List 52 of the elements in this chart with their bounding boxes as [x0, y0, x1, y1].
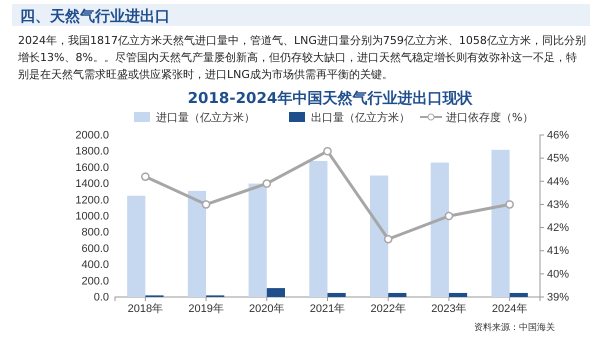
legend-label: 进口量（亿立方米）	[156, 111, 255, 124]
legend-label: 出口量（亿立方米）	[311, 111, 410, 124]
point	[202, 200, 210, 209]
bar	[370, 176, 388, 297]
bar	[266, 288, 285, 297]
y2-tick-label: 43%	[547, 198, 570, 211]
y2-tick-label: 46%	[547, 130, 570, 142]
y-tick-label: 600.0	[81, 242, 109, 255]
x-tick-label: 2023年	[431, 302, 467, 315]
point	[384, 234, 393, 244]
bar	[309, 160, 328, 297]
x-tick-label: 2022年	[370, 302, 406, 315]
text: 四、天然气行业进出口	[20, 7, 170, 25]
bar	[430, 162, 449, 297]
bar	[491, 150, 510, 297]
bar	[388, 292, 406, 297]
y-tick-label: 1800.0	[75, 146, 109, 158]
y-tick-label: 1200.0	[75, 194, 109, 206]
bar	[510, 292, 528, 297]
legend-label: 进口依存度（%）	[446, 111, 534, 124]
bar	[127, 196, 146, 297]
point	[444, 212, 454, 220]
y2-tick-label: 45%	[547, 152, 570, 165]
y2-tick-label: 44%	[547, 176, 570, 188]
bar	[448, 292, 468, 297]
y2-tick-label: 41%	[547, 245, 570, 258]
text: 资料来源：中国海关	[474, 322, 555, 333]
bar	[248, 184, 267, 297]
y-tick-label: 400.0	[81, 259, 109, 272]
y-tick-label: 1000.0	[75, 210, 109, 223]
point	[262, 179, 272, 188]
x-tick-label: 2021年	[310, 302, 346, 315]
text: 2024年，我国1817亿立方米天然气进口量中，管道气、LNG进口量分别为759亿立方米、1058亿立方米，同比分别增长13%、8%。。尽管国内天然气产量屡创新高，但仍存较大缺口，进口天然气稳定增长则有效弥补这一不足，特别是在天然气需求旺盛或供应紧张时，进口LNG成为市场供需再平衡的关键。	[17, 34, 586, 81]
y2-tick-label: 39%	[547, 292, 570, 304]
point	[323, 146, 332, 156]
y-tick-label: 200.0	[81, 275, 109, 288]
y-tick-label: 1400.0	[75, 178, 109, 190]
y-tick-label: 2000.0	[75, 130, 109, 142]
y-tick-label: 800.0	[81, 226, 109, 239]
bar	[328, 292, 346, 297]
x-tick-label: 2024年	[492, 302, 528, 315]
x-tick-label: 2018年	[128, 302, 164, 315]
chart-title: 2018-2024年中国天然气行业进出口现状	[188, 89, 474, 107]
point	[505, 200, 514, 209]
y2-tick-label: 42%	[547, 222, 570, 234]
y-tick-label: 1600.0	[75, 162, 109, 174]
point	[141, 172, 150, 181]
y-tick-label: 0.0	[94, 292, 109, 304]
bar	[188, 190, 206, 297]
x-tick-label: 2019年	[188, 302, 224, 315]
x-tick-label: 2020年	[249, 302, 285, 315]
y2-tick-label: 40%	[547, 268, 570, 280]
